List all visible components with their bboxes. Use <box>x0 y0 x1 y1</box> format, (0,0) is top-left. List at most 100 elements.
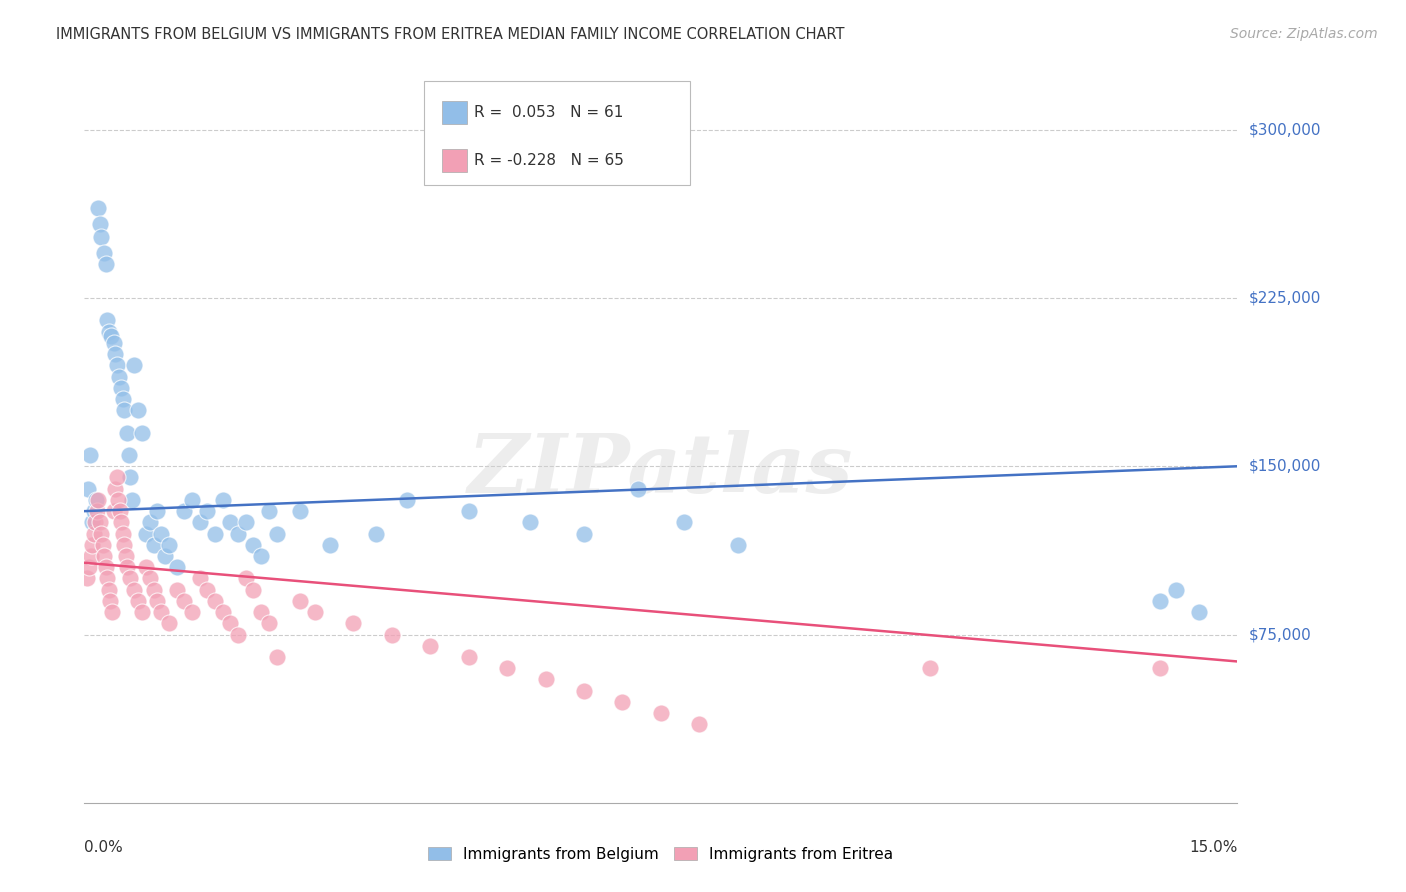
Point <box>121 492 143 507</box>
Point <box>96 313 118 327</box>
Point <box>627 482 650 496</box>
Point <box>117 560 139 574</box>
Point <box>142 538 165 552</box>
Point <box>727 538 749 552</box>
Point <box>138 516 160 530</box>
Point <box>1149 661 1171 675</box>
Point <box>266 650 288 665</box>
Point <box>87 201 110 215</box>
Point <box>83 526 105 541</box>
Point <box>138 571 160 585</box>
Text: IMMIGRANTS FROM BELGIUM VS IMMIGRANTS FROM ERITREA MEDIAN FAMILY INCOME CORRELAT: IMMIGRANTS FROM BELGIUM VS IMMIGRANTS FR… <box>56 27 845 42</box>
Text: 0.0%: 0.0% <box>84 840 124 855</box>
Point <box>142 582 165 597</box>
Point <box>181 492 204 507</box>
Point <box>112 538 135 552</box>
Point <box>157 538 180 552</box>
Point <box>150 526 173 541</box>
Point <box>235 571 257 585</box>
Point <box>84 516 107 530</box>
Point <box>93 549 115 563</box>
Text: Source: ZipAtlas.com: Source: ZipAtlas.com <box>1230 27 1378 41</box>
Point <box>135 526 157 541</box>
Point <box>96 571 118 585</box>
Point <box>153 549 176 563</box>
Point <box>304 605 326 619</box>
Point <box>572 526 595 541</box>
Point <box>572 683 595 698</box>
Point <box>77 560 100 574</box>
Point <box>188 516 211 530</box>
Text: $300,000: $300,000 <box>1249 122 1320 137</box>
Point <box>242 582 264 597</box>
Point <box>204 594 226 608</box>
Point <box>1164 582 1187 597</box>
Point <box>89 217 111 231</box>
Point <box>90 526 112 541</box>
Point <box>105 470 128 484</box>
Point <box>688 717 710 731</box>
Point <box>157 616 180 631</box>
Point <box>519 516 541 530</box>
Point <box>110 381 132 395</box>
Point <box>166 560 188 574</box>
Point <box>195 582 218 597</box>
Point <box>115 549 138 563</box>
Point <box>104 482 127 496</box>
Point <box>131 605 153 619</box>
Point <box>419 639 441 653</box>
Point <box>457 504 479 518</box>
Point <box>319 538 342 552</box>
Point <box>396 492 419 507</box>
Point <box>79 448 101 462</box>
Point <box>120 470 142 484</box>
FancyBboxPatch shape <box>425 81 690 185</box>
Point <box>150 605 173 619</box>
Point <box>534 673 557 687</box>
Point <box>250 605 273 619</box>
Point <box>76 571 98 585</box>
FancyBboxPatch shape <box>441 150 467 171</box>
Point <box>80 538 103 552</box>
Point <box>91 538 114 552</box>
Point <box>219 516 242 530</box>
Point <box>84 492 107 507</box>
Point <box>235 516 257 530</box>
Point <box>86 504 108 518</box>
Point <box>107 492 129 507</box>
Point <box>83 504 105 518</box>
Text: R = -0.228   N = 65: R = -0.228 N = 65 <box>474 153 624 168</box>
Point <box>103 335 125 350</box>
Point <box>93 246 115 260</box>
Point <box>195 504 218 518</box>
Point <box>80 516 103 530</box>
Point <box>173 504 195 518</box>
Point <box>135 560 157 574</box>
Text: ZIPatlas: ZIPatlas <box>468 430 853 509</box>
Point <box>120 571 142 585</box>
Point <box>112 403 135 417</box>
Point <box>342 616 364 631</box>
Point <box>105 359 128 373</box>
Point <box>104 347 127 361</box>
Point <box>226 627 249 641</box>
Point <box>288 504 311 518</box>
Point <box>173 594 195 608</box>
Point <box>115 425 138 440</box>
Point <box>89 516 111 530</box>
Point <box>181 605 204 619</box>
Point <box>188 571 211 585</box>
Point <box>1149 594 1171 608</box>
Point <box>257 616 280 631</box>
Text: R =  0.053   N = 61: R = 0.053 N = 61 <box>474 105 623 120</box>
Point <box>118 448 141 462</box>
Point <box>100 594 122 608</box>
Point <box>111 392 134 406</box>
Point <box>124 359 146 373</box>
Point <box>127 594 149 608</box>
Point <box>79 549 101 563</box>
Point <box>108 369 131 384</box>
Point <box>211 605 233 619</box>
Point <box>672 516 695 530</box>
Point <box>103 504 125 518</box>
